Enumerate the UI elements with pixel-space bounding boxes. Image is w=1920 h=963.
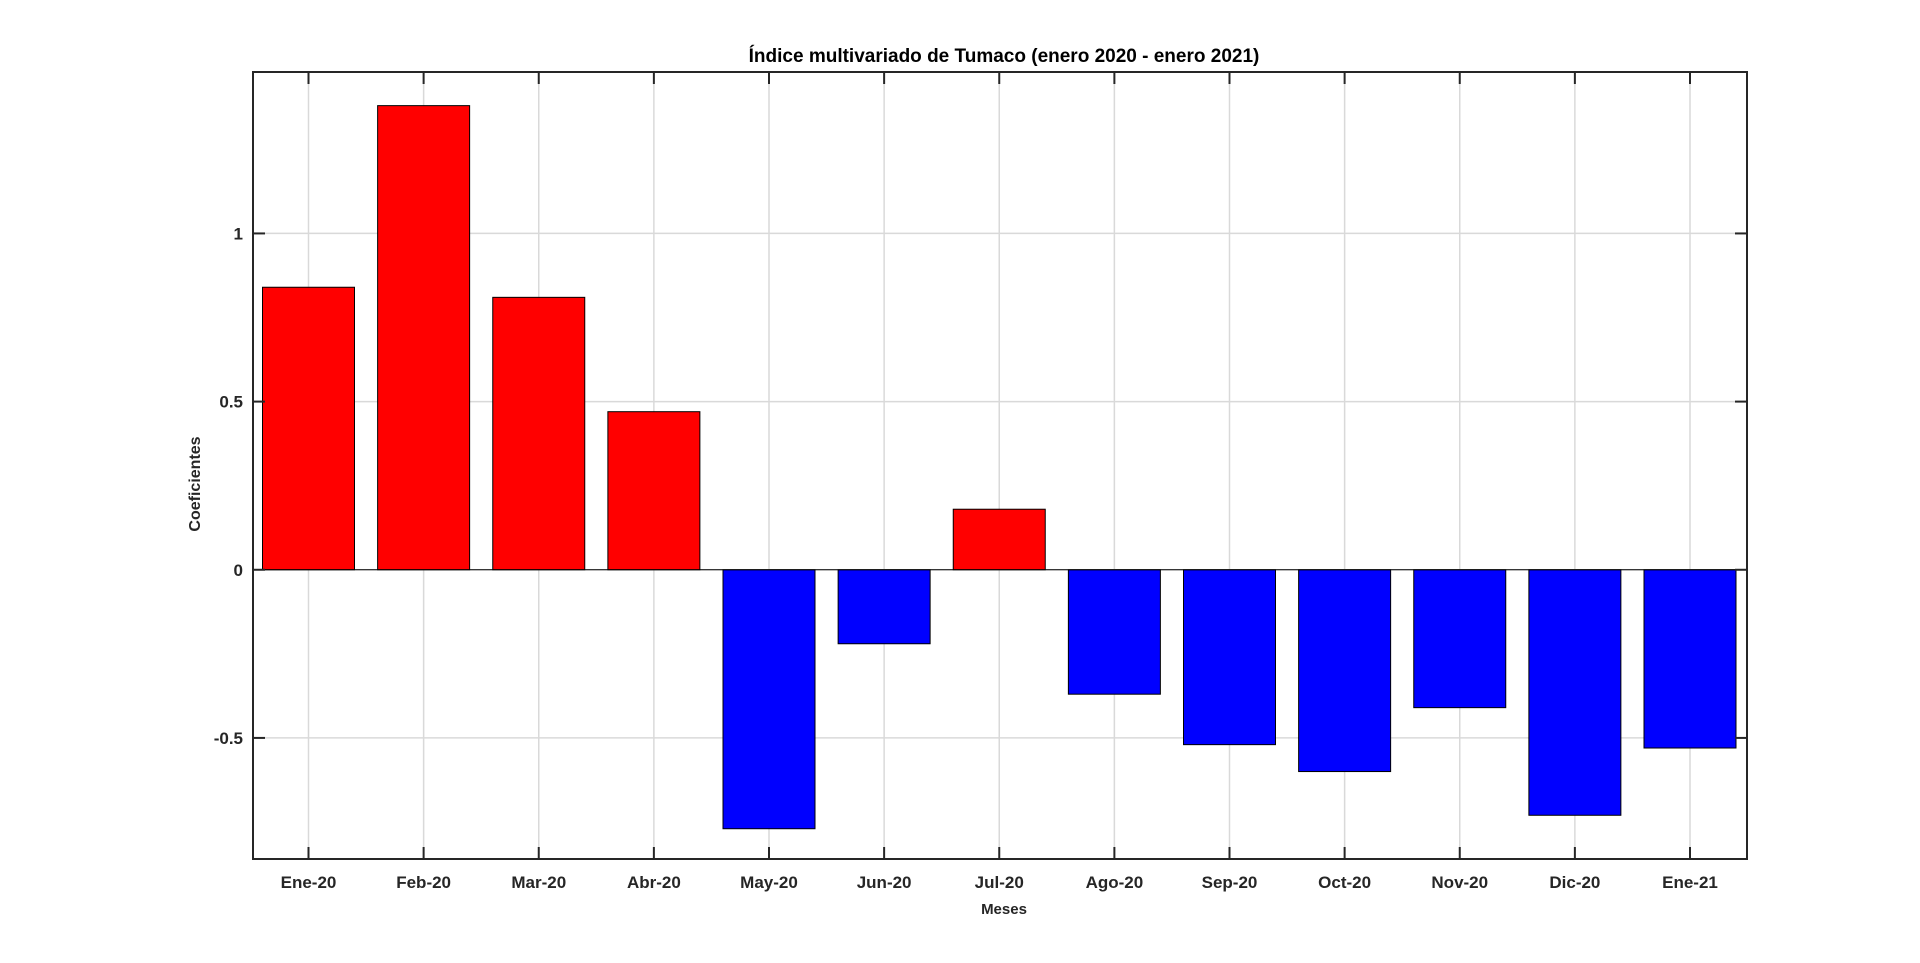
bar xyxy=(837,569,931,645)
x-tick-label: Jul-20 xyxy=(975,873,1024,892)
bar xyxy=(722,569,816,830)
y-tick-label: 1 xyxy=(234,224,243,243)
bar xyxy=(1413,569,1507,709)
x-tick-label: Dic-20 xyxy=(1549,873,1600,892)
bar xyxy=(1298,569,1392,773)
x-tick-label: Nov-20 xyxy=(1431,873,1488,892)
bar xyxy=(377,105,471,571)
bar xyxy=(1183,569,1276,746)
x-tick-label: Feb-20 xyxy=(396,873,451,892)
x-tick-label: Ene-21 xyxy=(1662,873,1718,892)
chart-title: Índice multivariado de Tumaco (enero 202… xyxy=(749,45,1260,67)
bar xyxy=(1067,569,1161,695)
y-tick-label: -0.5 xyxy=(214,729,243,748)
x-tick-label: Ago-20 xyxy=(1086,873,1144,892)
y-tick-labels: -0.5 0 0.5 1 xyxy=(214,224,243,747)
y-tick-label: 0.5 xyxy=(219,393,243,412)
x-tick-label: Ene-20 xyxy=(281,873,337,892)
bar xyxy=(1528,569,1622,816)
x-tick-label: May-20 xyxy=(740,873,798,892)
grid xyxy=(253,72,1747,859)
x-tick-labels: Ene-20 Feb-20 Mar-20 Abr-20 May-20 Jun-20 Jul-… xyxy=(281,873,1718,892)
x-tick-label: Oct-20 xyxy=(1318,873,1371,892)
bar xyxy=(607,411,701,571)
x-tick-label: Abr-20 xyxy=(627,873,681,892)
bar xyxy=(262,286,355,571)
bar xyxy=(492,296,586,571)
x-tick-label: Jun-20 xyxy=(857,873,912,892)
x-tick-label: Mar-20 xyxy=(511,873,566,892)
x-tick-label: Sep-20 xyxy=(1202,873,1258,892)
axes xyxy=(252,71,1748,860)
bar xyxy=(1643,569,1737,749)
x-axis-title: Meses xyxy=(981,901,1027,918)
y-axis-title: Coeficientes xyxy=(187,436,204,531)
y-tick-label: 0 xyxy=(234,561,243,580)
bar xyxy=(952,508,1046,571)
bars xyxy=(262,105,1737,830)
